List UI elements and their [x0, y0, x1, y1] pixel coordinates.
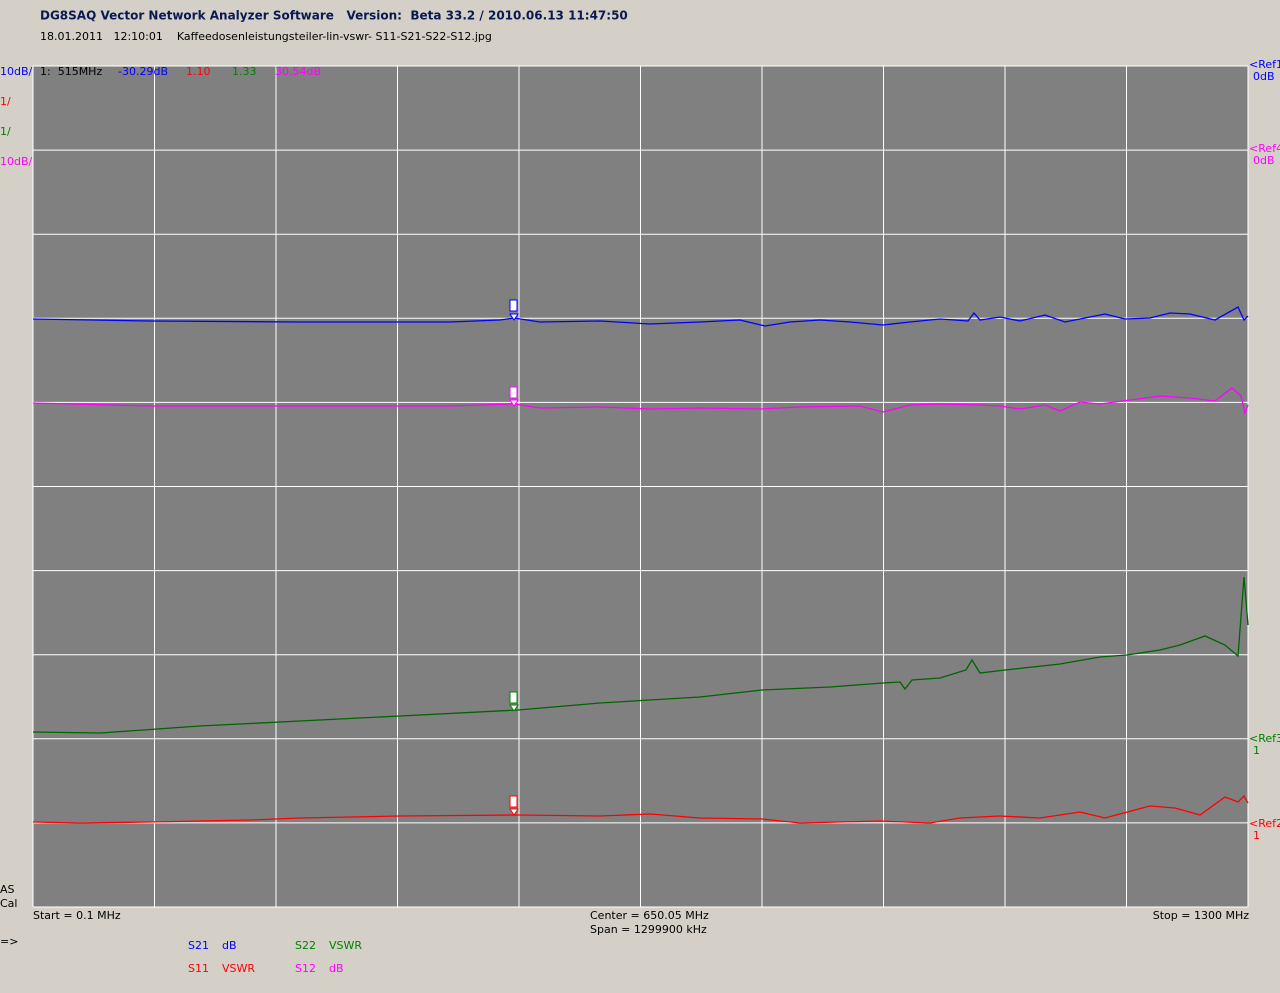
- window-title: DG8SAQ Vector Network Analyzer Software …: [40, 9, 628, 23]
- traces: [32, 306, 1249, 824]
- legend-format: VSWR: [222, 962, 255, 975]
- marker-reading: 1.33: [232, 65, 257, 78]
- legend-format: dB: [222, 939, 237, 952]
- marker-label: 1: 515MHz: [40, 65, 102, 78]
- trace-s21: [32, 306, 1249, 327]
- legend-format: dB: [329, 962, 344, 975]
- legend-param: S21: [188, 939, 209, 952]
- span-label: Span = 1299900 kHz: [590, 923, 707, 936]
- ref-name: <Ref1: [1249, 58, 1280, 71]
- ref-value: 0dB: [1253, 70, 1275, 83]
- legend-param: S11: [188, 962, 209, 975]
- ref-value: 1: [1253, 744, 1260, 757]
- scale-label: 1/: [0, 95, 11, 108]
- status: AS: [0, 883, 15, 896]
- trace-s12: [32, 387, 1249, 416]
- marker-pointer: [509, 808, 519, 816]
- marker-reading: -30.29dB: [118, 65, 168, 78]
- legend-param: S12: [295, 962, 316, 975]
- marker-pointer: [509, 704, 519, 712]
- status: Cal: [0, 897, 17, 910]
- legend-param: S22: [295, 939, 316, 952]
- file-info: 18.01.2011 12:10:01 Kaffeedosenleistungs…: [40, 30, 492, 43]
- marker-reading: 1.10: [186, 65, 211, 78]
- ref-value: 1: [1253, 829, 1260, 842]
- stop-label: Stop = 1300 MHz: [1153, 909, 1249, 922]
- ref-name: <Ref4: [1249, 142, 1280, 155]
- legend-format: VSWR: [329, 939, 362, 952]
- markers: [509, 299, 519, 816]
- trace-s22: [32, 576, 1249, 734]
- scale-label: 10dB/: [0, 65, 33, 78]
- marker-pointer: [509, 313, 519, 321]
- ref-value: 0dB: [1253, 154, 1275, 167]
- marker-flag: [509, 386, 518, 399]
- prompt: =>: [0, 935, 18, 948]
- start-label: Start = 0.1 MHz: [33, 909, 121, 922]
- marker-flag: [509, 795, 518, 808]
- ref-name: <Ref2: [1249, 817, 1280, 830]
- marker-reading: 30.54dB: [275, 65, 321, 78]
- scale-label: 10dB/: [0, 155, 33, 168]
- scale-label: 1/: [0, 125, 11, 138]
- trace-s11: [32, 794, 1249, 824]
- marker-flag: [509, 691, 518, 704]
- ref-name: <Ref3: [1249, 732, 1280, 745]
- marker-pointer: [509, 399, 519, 407]
- center-label: Center = 650.05 MHz: [590, 909, 709, 922]
- grid: [32, 65, 1249, 908]
- marker-flag: [509, 299, 518, 312]
